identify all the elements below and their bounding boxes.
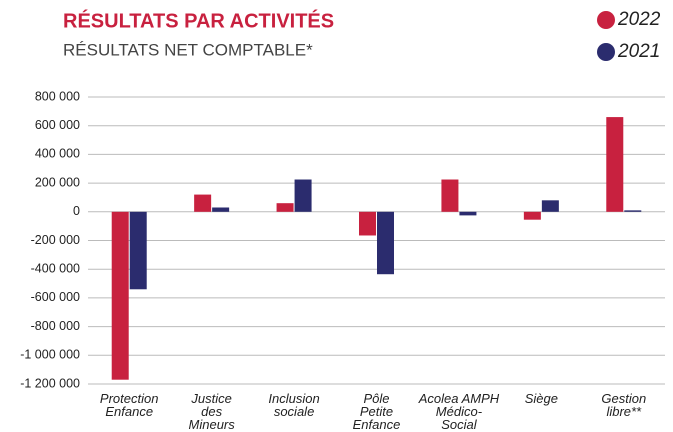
y-tick-label: 0 (73, 204, 80, 218)
bar (624, 210, 642, 212)
x-tick-label: Siège (524, 391, 558, 406)
bar (294, 179, 312, 212)
y-tick-label: 600 000 (35, 118, 80, 132)
bar (276, 203, 294, 212)
legend-swatch (597, 43, 615, 61)
y-tick-label: -400 000 (31, 261, 80, 275)
bar (459, 211, 477, 216)
x-tick-label: Acolea AMPH Médico- Social (418, 391, 500, 432)
bar (111, 211, 129, 380)
x-tick-label: Protection Enfance (99, 391, 159, 419)
y-tick-label: -200 000 (31, 233, 80, 247)
x-tick-label: Justice des Mineurs (188, 391, 235, 432)
y-tick-label: -1 000 000 (20, 348, 80, 362)
y-tick-label: -800 000 (31, 319, 80, 333)
x-tick-label: Inclusion sociale (268, 391, 320, 419)
y-tick-label: 200 000 (35, 175, 80, 189)
y-tick-label: 400 000 (35, 147, 80, 161)
bar (194, 194, 212, 212)
x-tick-label: Pôle Petite Enfance (352, 391, 401, 432)
bar (359, 211, 376, 236)
x-tick-label: Gestion libre** (601, 391, 647, 419)
bar (541, 200, 559, 212)
y-tick-label: -1 200 000 (20, 376, 80, 390)
bar (523, 211, 541, 220)
bar (212, 207, 230, 212)
y-tick-label: 800 000 (35, 89, 80, 103)
chart-title: RÉSULTATS PAR ACTIVITÉS (63, 9, 334, 32)
y-tick-label: -600 000 (31, 290, 80, 304)
legend-label: 2022 (617, 9, 661, 30)
bar (129, 211, 147, 290)
legend-swatch (597, 11, 615, 29)
chart-subtitle: RÉSULTATS NET COMPTABLE* (63, 40, 313, 59)
legend-label: 2021 (617, 41, 660, 62)
bar (377, 211, 394, 275)
bar (606, 117, 624, 212)
bar (441, 179, 459, 212)
